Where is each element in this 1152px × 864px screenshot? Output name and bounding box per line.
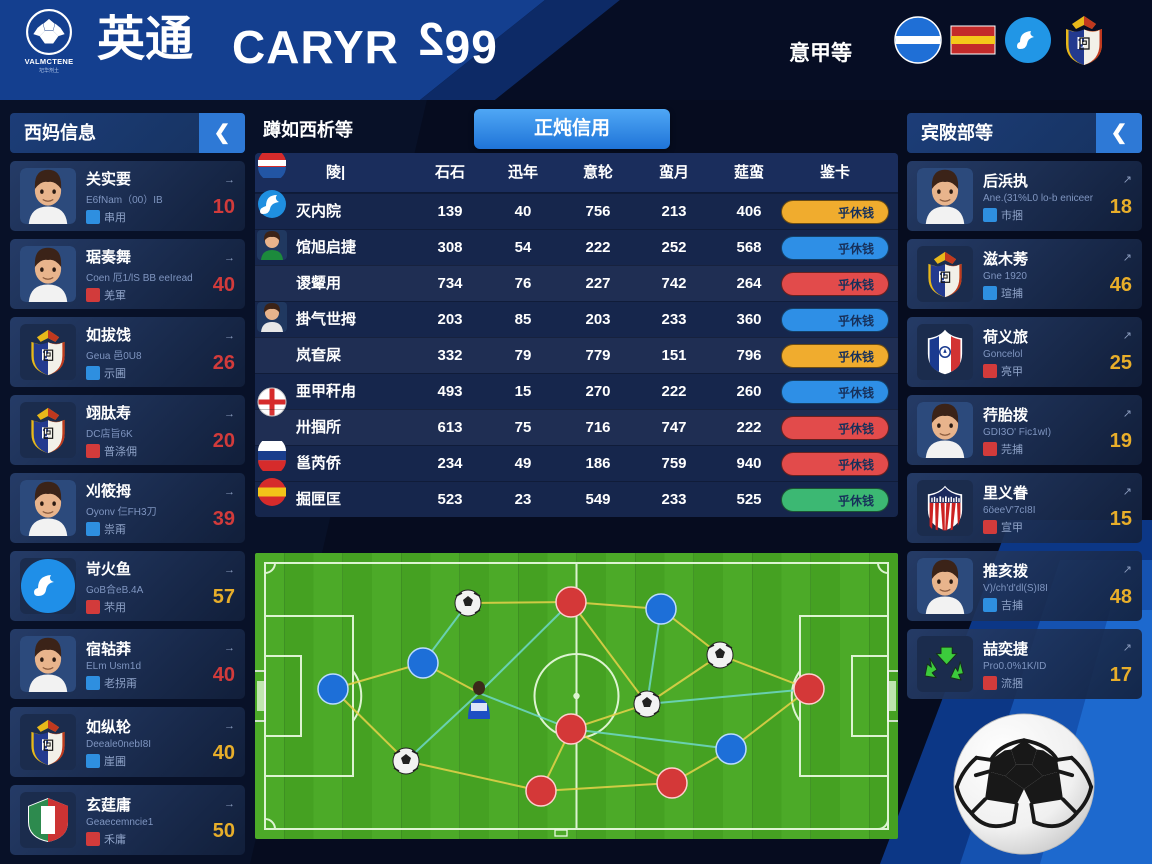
svg-text:2: 2 (417, 21, 444, 63)
